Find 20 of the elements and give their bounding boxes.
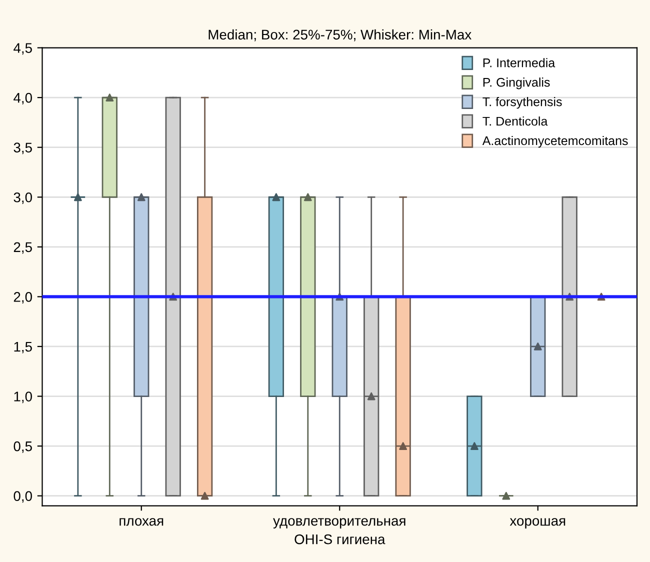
legend-label: T. forsythensis xyxy=(482,97,562,109)
x-tick-label: хорошая xyxy=(510,518,566,528)
x-axis-title: OHI-S гигиена xyxy=(294,534,386,544)
y-tick-label: 0,5 xyxy=(14,441,32,453)
y-tick-label: 4,0 xyxy=(14,92,32,104)
legend-label: P. Intermedia xyxy=(483,58,556,68)
legend-label: A.actinomycetemcomitans xyxy=(482,136,628,148)
y-tick-label: 4,5 xyxy=(14,43,32,55)
y-tick-label: 2,5 xyxy=(14,242,32,254)
y-tick-label: 2,0 xyxy=(14,292,32,304)
legend-label: P. Gingivalis xyxy=(483,78,550,90)
x-tick-label: удовлетворительная xyxy=(273,518,406,528)
y-tick-label: 1,5 xyxy=(14,342,32,354)
y-tick-label: 1,0 xyxy=(14,392,32,404)
y-tick-label: 0,0 xyxy=(14,491,32,503)
y-tick-label: 3,0 xyxy=(14,192,32,204)
legend-label: T. Denticola xyxy=(482,116,548,126)
y-tick-label: 3,5 xyxy=(14,142,32,154)
x-tick-label: плохая xyxy=(120,518,164,526)
chart-title: Median; Box: 25%-75%; Whisker: Min-Max xyxy=(208,29,472,42)
